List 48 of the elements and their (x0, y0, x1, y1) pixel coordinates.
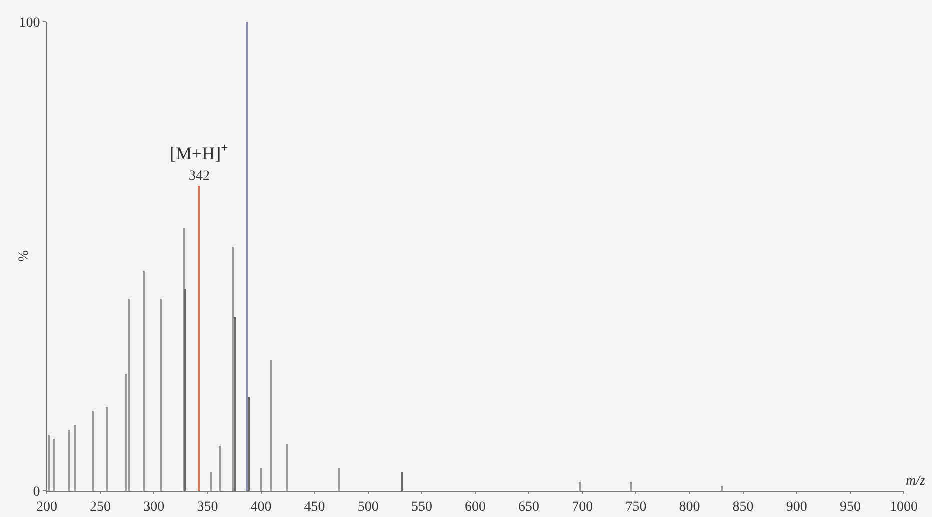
x-tick-label: 850 (732, 500, 754, 515)
bar (143, 271, 145, 491)
bar (234, 317, 236, 491)
x-tick-label: 800 (679, 500, 700, 515)
bar (232, 247, 234, 491)
bar (630, 482, 632, 491)
x-tick-label: 700 (572, 500, 594, 515)
x-tick-label: 550 (411, 500, 432, 515)
x-tick-label: 200 (36, 500, 58, 515)
bar (246, 22, 248, 491)
bar (92, 411, 94, 491)
annotation: 342 (189, 169, 210, 184)
bar (260, 468, 262, 491)
bar (721, 486, 723, 491)
bar (106, 407, 108, 491)
y-tick-label: 100 (19, 16, 40, 31)
y-axis-title: % (17, 250, 32, 262)
bar (286, 444, 288, 491)
bar (160, 299, 162, 491)
bar (579, 482, 581, 491)
bar (338, 468, 340, 491)
bar (270, 360, 272, 491)
bar (48, 435, 50, 491)
bar (128, 299, 130, 491)
x-tick-label: 750 (626, 500, 647, 515)
bar (68, 430, 70, 491)
bar (53, 439, 55, 491)
bar (219, 446, 221, 491)
x-axis-title: m/z (906, 474, 926, 489)
x-tick-label: 950 (840, 500, 861, 515)
x-tick-label: 250 (90, 500, 112, 515)
x-tick-label: 650 (518, 500, 540, 515)
x-tick-label: 450 (304, 500, 326, 515)
x-tick-label: 600 (465, 500, 486, 515)
bar (184, 289, 186, 491)
x-tick-label: 400 (250, 500, 272, 515)
bar (248, 397, 250, 491)
bar (74, 425, 76, 491)
bar (210, 472, 212, 491)
annotation: [M+H]$^{+}$ (170, 141, 228, 164)
bar (198, 186, 200, 491)
x-tick-label: 900 (786, 500, 808, 515)
x-tick-label: 350 (197, 500, 218, 515)
y-tick-label: 0 (33, 484, 40, 500)
x-tick-label: 500 (358, 500, 379, 515)
x-tick-label: 300 (144, 500, 165, 515)
x-tick-label: 1000 (890, 500, 918, 515)
bar (401, 472, 403, 491)
